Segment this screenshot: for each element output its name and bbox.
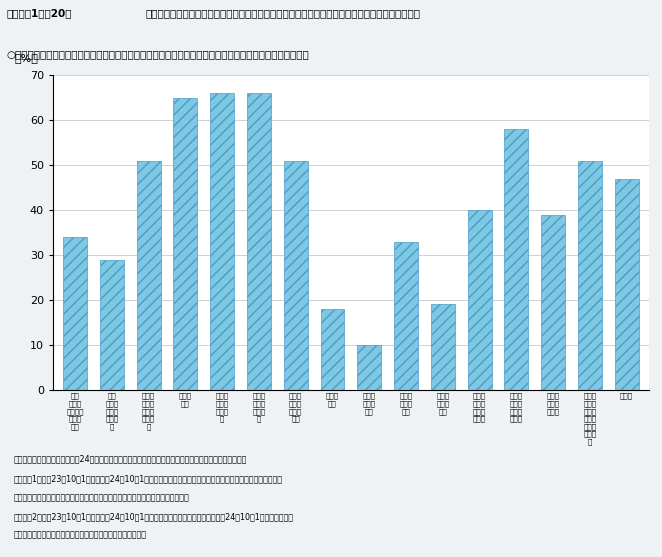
Bar [284, 160, 308, 390]
Text: 2）平成23年10月1日から平成24年10月1日までに入職があった転職でも、平成24年10月1日までに再度離: 2）平成23年10月1日から平成24年10月1日までに入職があった転職でも、平成… [13, 512, 293, 521]
Text: 前職の離職理由別転職に占める「失業を伴わない転職」の比率（正規雇用から正規雇用への転職）: 前職の離職理由別転職に占める「失業を伴わない転職」の比率（正規雇用から正規雇用へ… [146, 9, 420, 18]
Bar [578, 160, 602, 390]
Bar [357, 345, 381, 390]
Bar [320, 309, 344, 390]
Bar [394, 242, 418, 390]
Text: 第３－（1）－20図: 第３－（1）－20図 [7, 9, 72, 18]
Text: （注）　1）平成23年10月1日から平成24年10月1日までに現職への入職があった転職のうち、現職への入職が前職: （注） 1）平成23年10月1日から平成24年10月1日までに現職への入職があっ… [13, 475, 282, 483]
Text: 資料出所　総務省統計局「平成24年就業構造基本調査」をもとに厚生労働省労働政策担当参事官室にて作成: 資料出所 総務省統計局「平成24年就業構造基本調査」をもとに厚生労働省労働政策担… [13, 454, 247, 463]
Bar [431, 305, 455, 390]
Bar [542, 214, 565, 390]
Text: ○　会社都合による転職では、自己都合による離職の場合に比べて、失業を伴わない転職の割合は少ない。: ○ 会社都合による転職では、自己都合による離職の場合に比べて、失業を伴わない転職… [7, 50, 309, 59]
Bar [467, 210, 492, 390]
Text: 職したものは含まれていないことに留意を要する。: 職したものは含まれていないことに留意を要する。 [13, 531, 146, 540]
Bar [136, 160, 161, 390]
Text: （%）: （%） [15, 52, 38, 62]
Bar [615, 179, 639, 390]
Bar [63, 237, 87, 390]
Bar [504, 129, 528, 390]
Bar [247, 93, 271, 390]
Bar [173, 97, 197, 390]
Bar [211, 93, 234, 390]
Text: の離職の同一月又は翌月であるものを「失業を伴わない転職」とした。: の離職の同一月又は翌月であるものを「失業を伴わない転職」とした。 [13, 493, 189, 502]
Bar [100, 260, 124, 390]
